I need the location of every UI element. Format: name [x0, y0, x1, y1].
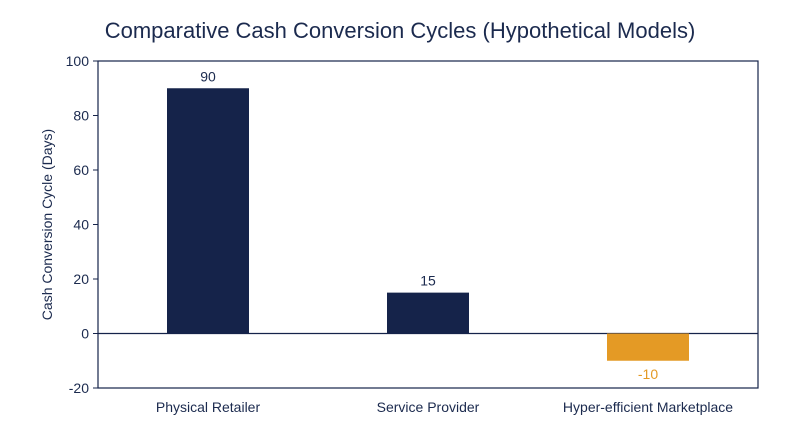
bar [607, 333, 689, 361]
category-labels: Physical Retailer Service Provider Hyper-e… [156, 399, 733, 415]
bar [167, 88, 249, 334]
chart-title: Comparative Cash Conversion Cycles (Hypo… [105, 18, 696, 43]
value-label: 15 [420, 273, 436, 289]
y-tick-label: 60 [73, 162, 89, 178]
y-tick-label: 80 [73, 108, 89, 124]
bars [167, 88, 689, 361]
value-labels: 90 15 -10 [200, 68, 658, 382]
y-tick-label: 100 [66, 53, 90, 69]
y-tick-label: 0 [81, 326, 89, 342]
y-tick-label: 20 [73, 271, 89, 287]
bar [387, 292, 469, 334]
y-tick-label: 40 [73, 217, 89, 233]
y-axis-label: Cash Conversion Cycle (Days) [39, 129, 55, 320]
x-tick-label: Physical Retailer [156, 399, 261, 415]
y-axis-ticks: -20 0 20 40 60 80 100 [66, 53, 98, 396]
y-tick-label: -20 [69, 380, 89, 396]
x-tick-label: Service Provider [377, 399, 480, 415]
value-label: -10 [638, 366, 658, 382]
value-label: 90 [200, 68, 216, 84]
x-tick-label: Hyper-efficient Marketplace [563, 399, 733, 415]
